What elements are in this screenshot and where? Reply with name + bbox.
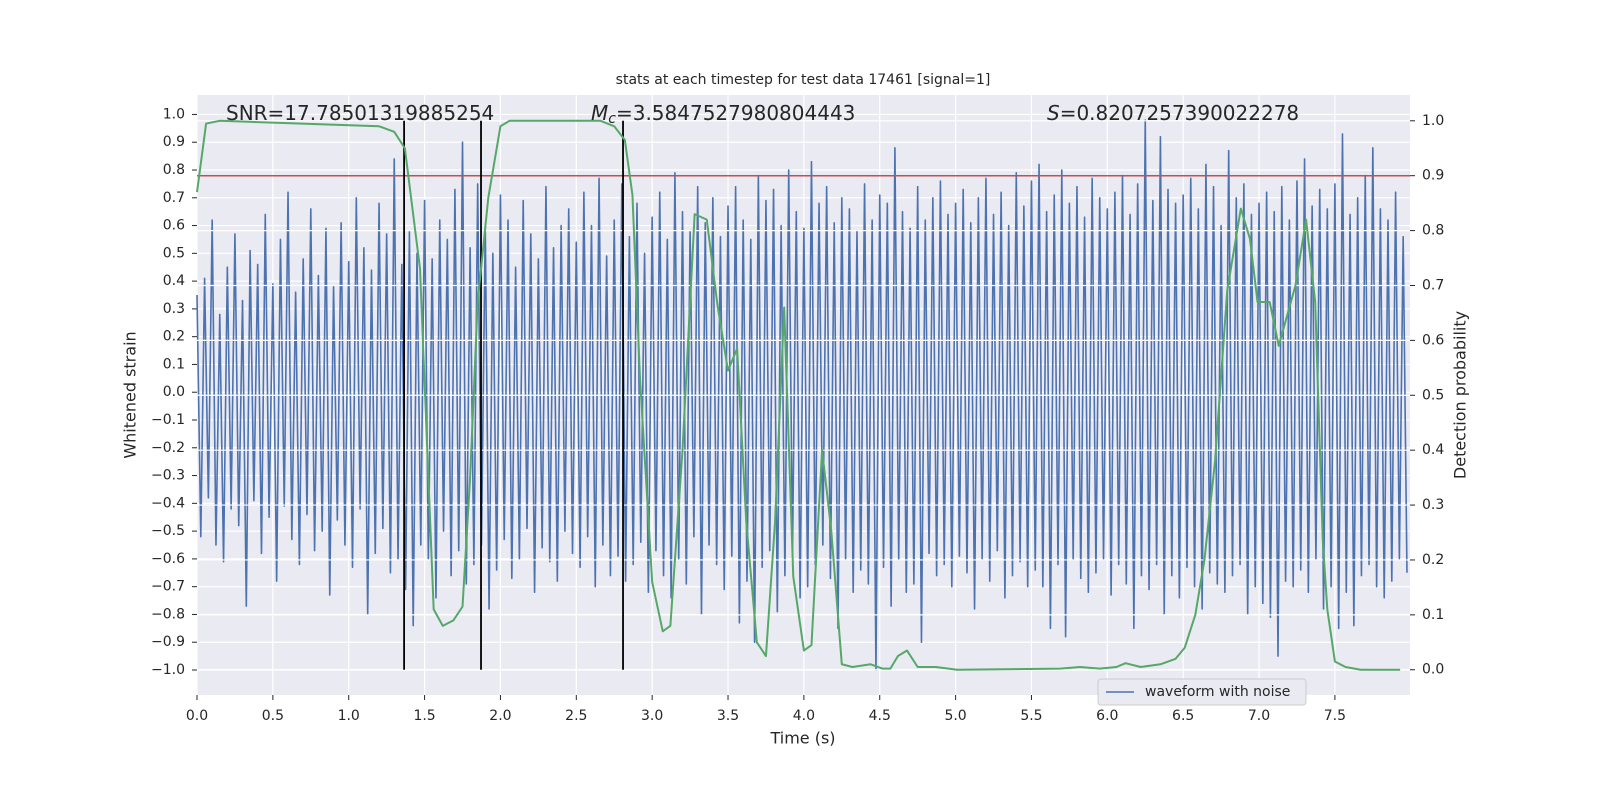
x-tick-label: 4.5 xyxy=(869,708,891,724)
y-tick-label: 0.9 xyxy=(163,134,185,150)
y-tick-label: −0.9 xyxy=(151,634,185,650)
y-tick-label: 0.4 xyxy=(163,273,185,289)
y-tick-label: 1.0 xyxy=(163,106,185,122)
y-tick-label: −0.3 xyxy=(151,468,185,484)
y2-axis-label: Detection probability xyxy=(1451,311,1470,479)
annotation-text: SNR=17.78501319885254 xyxy=(226,101,494,125)
x-tick-label: 1.5 xyxy=(413,708,435,724)
y-tick-label: 0.0 xyxy=(163,384,185,400)
series-line xyxy=(196,119,1408,671)
y2-tick-label: 0.3 xyxy=(1422,497,1444,513)
annotation-subscript: c xyxy=(608,111,616,127)
annotation-symbol: S xyxy=(1047,101,1060,125)
y-tick-label: 0.6 xyxy=(163,218,185,234)
x-tick-label: 0.0 xyxy=(186,708,208,724)
x-tick-label: 2.0 xyxy=(489,708,511,724)
y2-tick-label: 0.2 xyxy=(1422,552,1444,568)
chart-title: stats at each timestep for test data 174… xyxy=(616,72,991,88)
x-tick-label: 3.0 xyxy=(641,708,663,724)
y-tick-label: −0.1 xyxy=(151,412,185,428)
annotation-text: =3.5847527980804443 xyxy=(616,101,855,125)
y-tick-label: 0.5 xyxy=(163,245,185,261)
x-tick-label: 2.5 xyxy=(565,708,587,724)
y-tick-label: 0.8 xyxy=(163,162,185,178)
annotation: SNR=17.78501319885254 xyxy=(226,101,494,125)
x-axis-label: Time (s) xyxy=(769,729,835,748)
annotation-text: =0.8207257390022278 xyxy=(1060,101,1299,125)
x-tick-label: 6.5 xyxy=(1172,708,1194,724)
annotation: S=0.8207257390022278 xyxy=(1047,101,1299,125)
annotation: Mc=3.5847527980804443 xyxy=(591,101,855,128)
y-tick-label: −0.5 xyxy=(151,523,185,539)
y2-tick-label: 0.4 xyxy=(1422,442,1444,458)
x-tick-label: 7.0 xyxy=(1248,708,1270,724)
x-tick-label: 6.0 xyxy=(1096,708,1118,724)
y2-tick-label: 0.5 xyxy=(1422,387,1444,403)
y-tick-label: −0.2 xyxy=(151,440,185,456)
y-tick-label: 0.1 xyxy=(163,356,185,372)
annotation-symbol: M xyxy=(591,101,608,125)
y-axis-label: Whitened strain xyxy=(121,331,140,458)
y2-tick-label: 0.8 xyxy=(1422,223,1444,239)
x-tick-label: 0.5 xyxy=(262,708,284,724)
y2-tick-label: 0.1 xyxy=(1422,607,1444,623)
y-tick-label: −0.4 xyxy=(151,495,185,511)
y2-tick-label: 1.0 xyxy=(1422,113,1444,129)
y-tick-label: 0.2 xyxy=(163,329,185,345)
x-tick-label: 1.0 xyxy=(338,708,360,724)
x-tick-label: 4.0 xyxy=(793,708,815,724)
legend-label: waveform with noise xyxy=(1145,684,1290,700)
y-tick-label: −0.6 xyxy=(151,551,185,567)
legend-box xyxy=(1097,678,1307,706)
series-line xyxy=(196,119,1401,671)
x-tick-label: 7.5 xyxy=(1324,708,1346,724)
y-tick-label: 0.3 xyxy=(163,301,185,317)
y2-tick-label: 0.0 xyxy=(1422,662,1444,678)
y-tick-label: −1.0 xyxy=(151,662,185,678)
x-tick-label: 3.5 xyxy=(717,708,739,724)
y-tick-label: −0.8 xyxy=(151,606,185,622)
y-tick-label: 0.7 xyxy=(163,190,185,206)
x-tick-label: 5.5 xyxy=(1020,708,1042,724)
y2-tick-label: 0.7 xyxy=(1422,277,1444,293)
y2-tick-label: 0.6 xyxy=(1422,332,1444,348)
y-tick-label: −0.7 xyxy=(151,579,185,595)
x-tick-label: 5.0 xyxy=(944,708,966,724)
y2-tick-label: 0.9 xyxy=(1422,168,1444,184)
